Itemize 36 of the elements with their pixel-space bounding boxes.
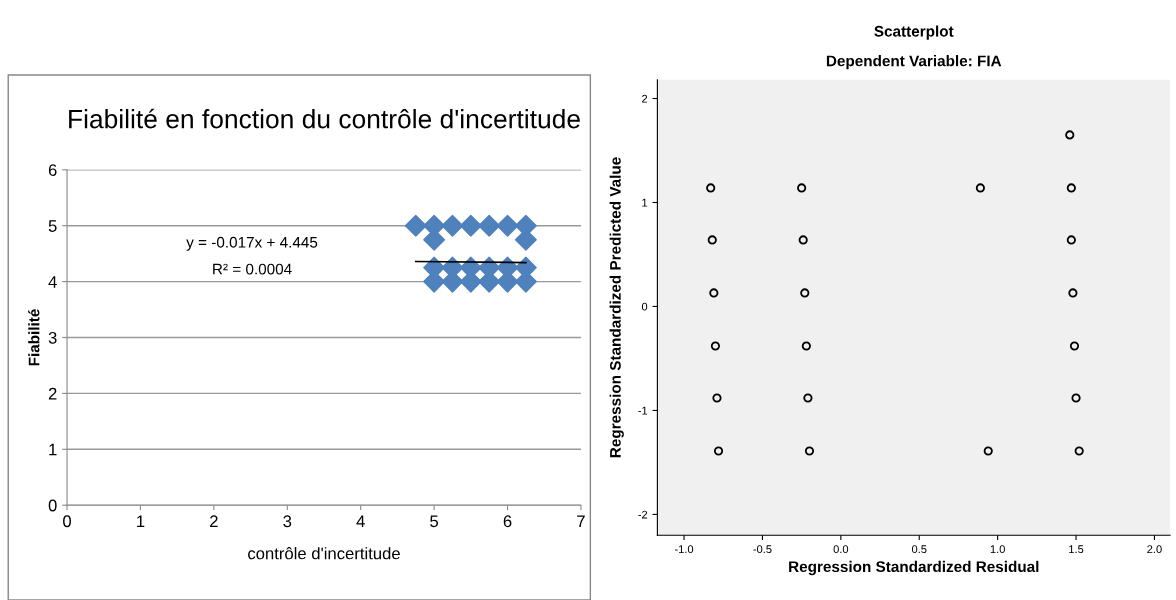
x-tick-label: 5 [430,515,439,528]
y-tick-label: 1 [49,443,57,456]
y-tick-label: -2 [638,510,648,519]
x-tick-label: -1.0 [674,545,694,554]
x-tick-label: -0.5 [753,545,772,554]
y-tick-label: -1 [638,406,648,415]
x-tick-label: 1 [137,515,145,527]
y-tick-label: 2 [642,94,648,103]
x-tick-label: 2.0 [1147,545,1162,554]
y-tick-label: 0 [48,499,57,512]
x-tick-label: 6 [503,515,512,528]
x-tick-label: 0.5 [911,545,927,554]
x-tick-label: 3 [283,515,292,528]
annotation: R² = 0.0004 [213,263,292,275]
chart-subtitle: Dependent Variable: FIA [826,55,1002,70]
y-tick-label: 4 [48,276,57,288]
x-tick-label: 0 [63,515,72,528]
y-tick-label: 3 [48,331,57,344]
x-tick-label: 0.0 [833,545,849,554]
x-tick-label: 4 [356,515,365,527]
y-tick-label: 0 [641,302,648,311]
y-tick-label: 6 [48,164,57,176]
y-axis-title: Fiabilité [28,309,40,366]
x-tick-label: 2 [210,515,218,527]
y-tick-label: 2 [48,387,57,400]
annotation: y = -0.017x + 4.445 [186,236,318,251]
chart-title: Scatterplot [874,25,954,40]
y-tick-label: 5 [48,220,57,232]
x-tick-label: 7 [577,515,585,527]
x-tick-label: 1.0 [990,545,1005,554]
x-tick-label: 1.5 [1069,545,1084,554]
chart-title: Fiabilité en fonction du contrôle d'incertitude [69,108,580,129]
y-tick-label: 1 [642,198,648,207]
x-axis-title: contrôle d'incertitude [248,547,400,560]
y-axis-title: Regression Standardized Predicted Value [609,157,624,458]
x-axis-title: Regression Standardized Residual [789,560,1039,576]
